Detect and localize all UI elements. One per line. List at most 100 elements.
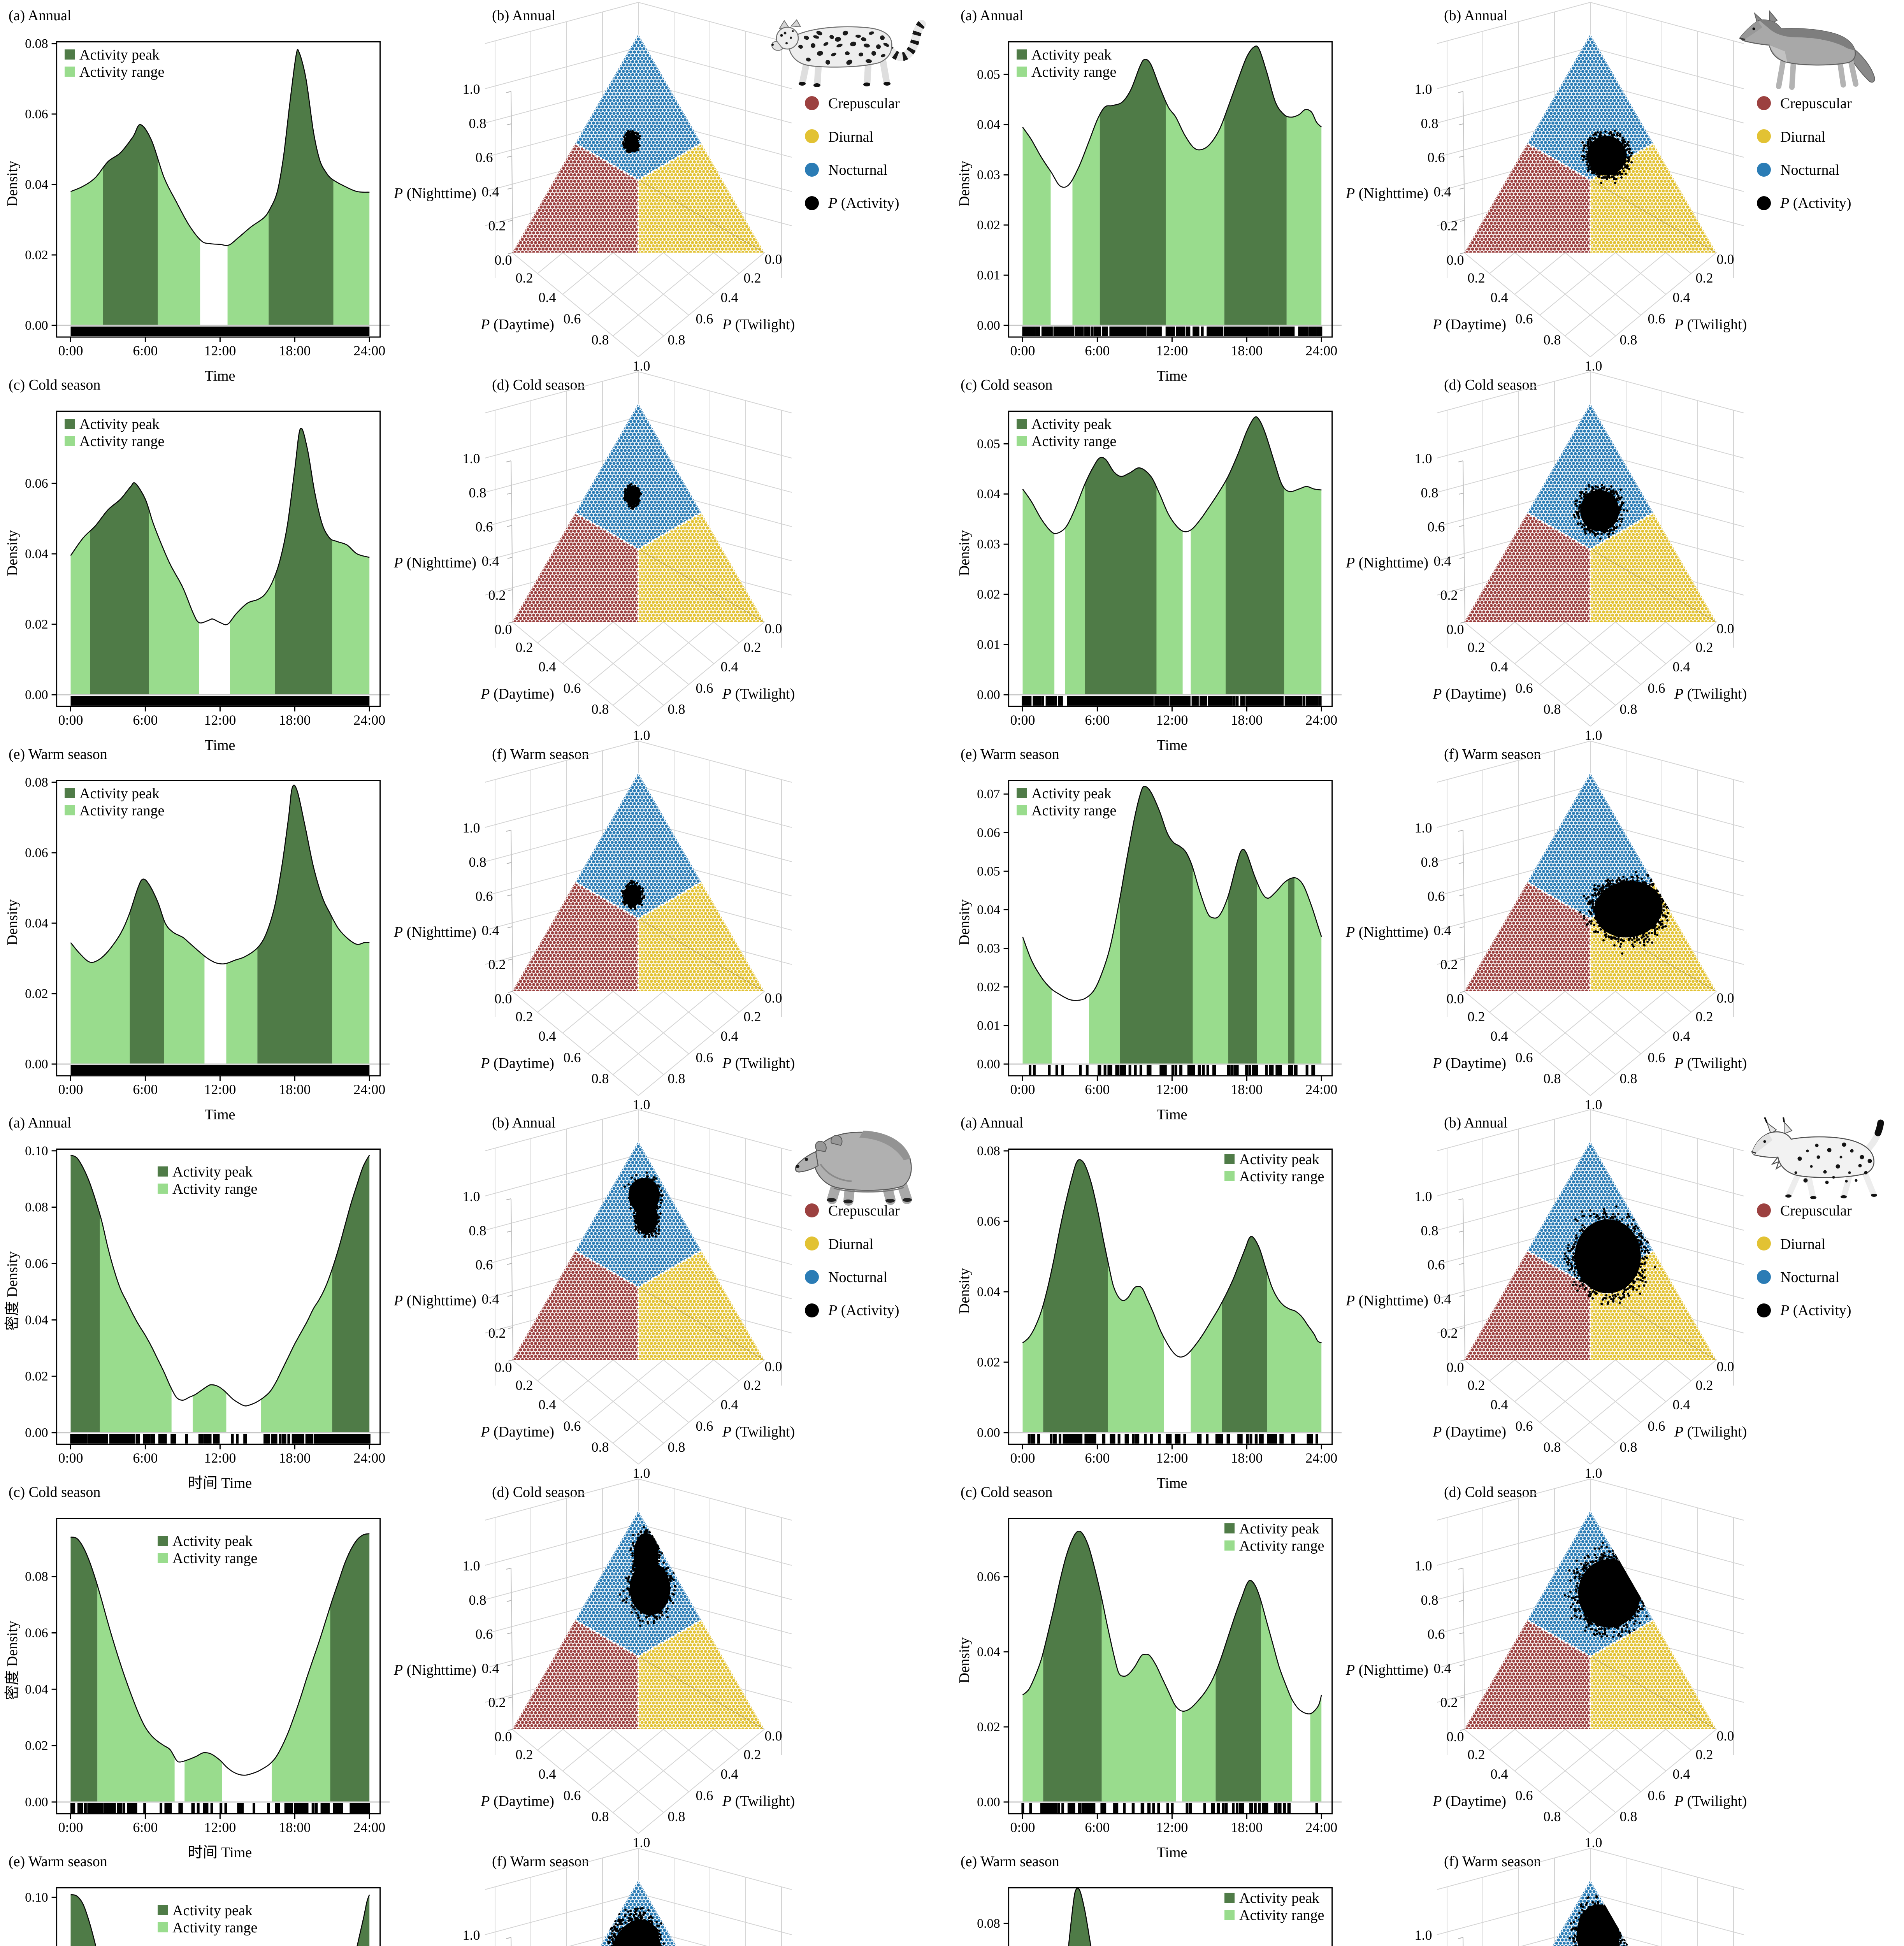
svg-text:Activity range: Activity range [79, 803, 164, 819]
svg-text:Activity peak: Activity peak [172, 1533, 253, 1549]
svg-text:0.08: 0.08 [977, 1916, 1000, 1931]
svg-text:18:00: 18:00 [1231, 1450, 1263, 1466]
svg-text:(a) Annual: (a) Annual [9, 7, 71, 24]
svg-text:18:00: 18:00 [1231, 343, 1263, 358]
svg-text:0.10: 0.10 [25, 1144, 48, 1158]
svg-text:(b) Annual: (b) Annual [492, 7, 556, 24]
svg-text:0.08: 0.08 [25, 1945, 48, 1946]
svg-text:Activity peak: Activity peak [79, 785, 160, 802]
svg-text:0.00: 0.00 [25, 1057, 48, 1071]
svg-text:Activity peak: Activity peak [1031, 785, 1112, 802]
svg-text:0.00: 0.00 [977, 1795, 1000, 1809]
svg-text:Time: Time [1157, 737, 1187, 753]
svg-text:Diurnal: Diurnal [828, 129, 873, 145]
svg-text:0.02: 0.02 [977, 1720, 1000, 1734]
svg-text:(a) Annual: (a) Annual [961, 1115, 1023, 1131]
svg-text:Crepuscular: Crepuscular [1780, 1203, 1852, 1219]
svg-text:0.02: 0.02 [25, 617, 48, 632]
svg-text:0.08: 0.08 [25, 775, 48, 790]
svg-text:0.00: 0.00 [977, 1057, 1000, 1071]
svg-text:0.04: 0.04 [977, 903, 1000, 917]
svg-text:0.02: 0.02 [977, 980, 1000, 994]
svg-text:0.06: 0.06 [977, 825, 1000, 840]
svg-text:0.06: 0.06 [25, 107, 48, 121]
svg-text:P (Activity): P (Activity) [1780, 195, 1851, 211]
svg-text:Nocturnal: Nocturnal [1780, 1269, 1839, 1286]
svg-text:12:00: 12:00 [204, 712, 236, 728]
svg-text:Time: Time [1157, 368, 1187, 384]
svg-text:0.02: 0.02 [25, 248, 48, 262]
svg-text:Activity range: Activity range [172, 1920, 257, 1936]
svg-text:Crepuscular: Crepuscular [1780, 95, 1852, 112]
svg-text:Activity range: Activity range [79, 64, 164, 80]
svg-text:(d) Cold season: (d) Cold season [1444, 377, 1537, 393]
svg-text:0:00: 0:00 [58, 343, 83, 358]
svg-text:(c) Cold season: (c) Cold season [961, 377, 1052, 393]
svg-text:6:00: 6:00 [133, 1820, 158, 1835]
svg-text:(d) Cold season: (d) Cold season [492, 1484, 585, 1500]
svg-text:0.00: 0.00 [25, 1795, 48, 1809]
svg-text:(f) Warm season: (f) Warm season [1444, 746, 1541, 762]
svg-text:(b) Annual: (b) Annual [492, 1115, 556, 1131]
svg-text:(f) Warm season: (f) Warm season [492, 746, 589, 762]
svg-text:密度 Density: 密度 Density [4, 1621, 21, 1700]
svg-text:24:00: 24:00 [1305, 1820, 1337, 1835]
svg-text:Density: Density [4, 161, 21, 207]
svg-text:18:00: 18:00 [1231, 712, 1263, 728]
svg-text:Activity range: Activity range [1031, 64, 1116, 80]
svg-text:18:00: 18:00 [1231, 1082, 1263, 1097]
svg-text:0.08: 0.08 [977, 1144, 1000, 1158]
svg-text:18:00: 18:00 [1231, 1820, 1263, 1835]
svg-text:0.01: 0.01 [977, 268, 1000, 283]
svg-text:Activity peak: Activity peak [79, 416, 160, 432]
svg-text:Crepuscular: Crepuscular [828, 1203, 900, 1219]
svg-text:0.04: 0.04 [977, 487, 1000, 501]
svg-text:0:00: 0:00 [58, 1820, 83, 1835]
svg-text:6:00: 6:00 [1085, 343, 1110, 358]
svg-text:Time: Time [1157, 1106, 1187, 1123]
svg-text:0.04: 0.04 [977, 1285, 1000, 1299]
svg-text:0.06: 0.06 [25, 846, 48, 860]
svg-text:0:00: 0:00 [58, 1450, 83, 1466]
svg-text:时间 Time: 时间 Time [188, 1475, 252, 1491]
svg-text:(c) Cold season: (c) Cold season [9, 1484, 100, 1500]
svg-text:Crepuscular: Crepuscular [828, 95, 900, 112]
svg-text:0.06: 0.06 [977, 1570, 1000, 1584]
svg-text:18:00: 18:00 [279, 343, 311, 358]
svg-text:Nocturnal: Nocturnal [1780, 162, 1839, 178]
svg-text:(e) Warm season: (e) Warm season [961, 746, 1059, 762]
svg-text:Activity range: Activity range [1239, 1907, 1324, 1923]
svg-text:(e) Warm season: (e) Warm season [9, 746, 107, 762]
svg-text:0:00: 0:00 [1010, 1450, 1035, 1466]
svg-text:P (Activity): P (Activity) [828, 1302, 899, 1319]
svg-text:12:00: 12:00 [204, 1082, 236, 1097]
svg-text:(b) Annual: (b) Annual [1444, 1115, 1508, 1131]
svg-text:Density: Density [956, 530, 973, 576]
svg-text:P (Activity): P (Activity) [1780, 1302, 1851, 1319]
svg-text:0.05: 0.05 [977, 864, 1000, 878]
svg-text:P (Activity): P (Activity) [828, 195, 899, 211]
svg-text:18:00: 18:00 [279, 712, 311, 728]
svg-text:(f) Warm season: (f) Warm season [1444, 1853, 1541, 1870]
svg-text:0.00: 0.00 [977, 318, 1000, 333]
svg-text:Time: Time [205, 737, 235, 753]
svg-text:Time: Time [1157, 1844, 1187, 1861]
svg-text:(e) Warm season: (e) Warm season [961, 1853, 1059, 1870]
svg-text:6:00: 6:00 [1085, 1082, 1110, 1097]
svg-text:24:00: 24:00 [353, 343, 385, 358]
svg-text:Time: Time [1157, 1475, 1187, 1491]
svg-text:Density: Density [956, 1268, 973, 1314]
svg-text:6:00: 6:00 [1085, 712, 1110, 728]
svg-text:0.01: 0.01 [977, 1019, 1000, 1033]
svg-text:Activity peak: Activity peak [1031, 47, 1112, 63]
svg-text:24:00: 24:00 [1305, 712, 1337, 728]
svg-text:0.02: 0.02 [25, 987, 48, 1001]
svg-text:0.00: 0.00 [977, 688, 1000, 702]
svg-text:0.06: 0.06 [25, 1626, 48, 1640]
svg-text:(b) Annual: (b) Annual [1444, 7, 1508, 24]
svg-text:24:00: 24:00 [1305, 343, 1337, 358]
svg-text:0:00: 0:00 [1010, 1082, 1035, 1097]
svg-text:Diurnal: Diurnal [1780, 1236, 1825, 1252]
svg-text:12:00: 12:00 [204, 1450, 236, 1466]
svg-text:0.02: 0.02 [25, 1739, 48, 1753]
